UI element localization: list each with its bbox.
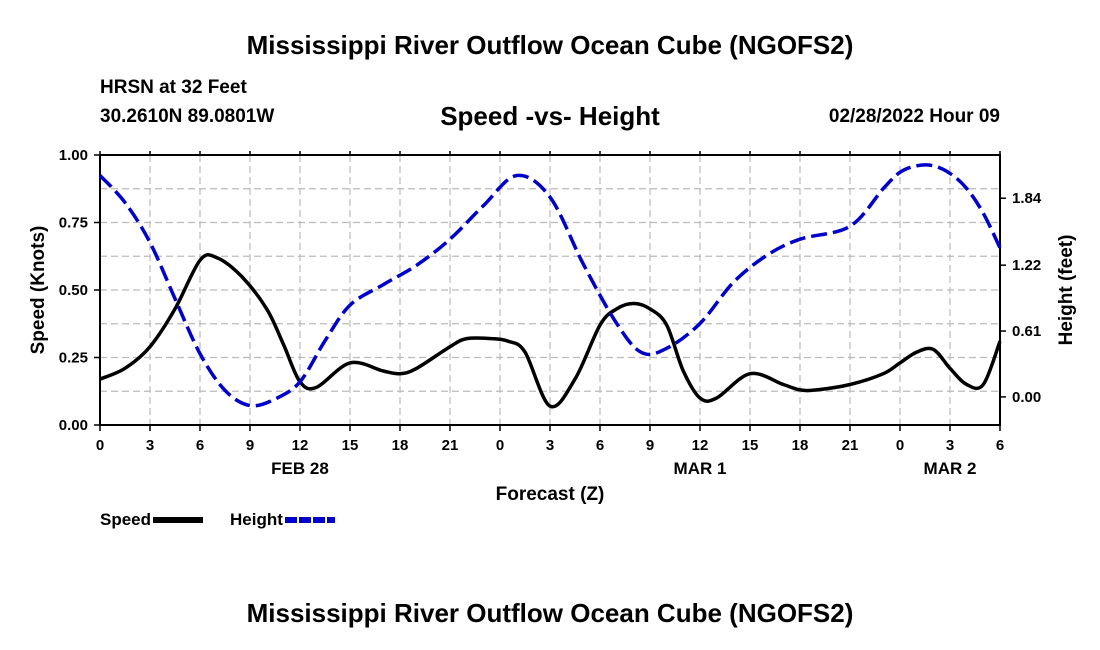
series-line-speed (99, 253, 1002, 409)
y2-tick-label: 1.22 (1012, 257, 1041, 274)
axis-labels: 0 3 6 9 12 15 18 21 0 3 6 9 12 15 18 21 0 3 6 0.00 0.25 0.50 0… (28, 147, 1077, 505)
y-tick-label: 1.00 (59, 147, 88, 164)
x-tick-label: 18 (792, 437, 809, 454)
x-tick-label: 3 (946, 437, 954, 454)
chart-subtitle: Speed -vs- Height (440, 101, 660, 131)
x-tick-label: 15 (742, 437, 759, 454)
legend-speed-swatch (153, 517, 204, 523)
y-axis-title: Speed (Knots) (28, 226, 49, 355)
main-title: Mississippi River Outflow Ocean Cube (NG… (246, 30, 854, 60)
axis-ticks (94, 151, 1006, 431)
forecast-datetime: 02/28/2022 Hour 09 (828, 106, 1000, 127)
day-label: MAR 1 (674, 459, 727, 478)
bottom-title: Mississippi River Outflow Ocean Cube (NG… (246, 598, 854, 628)
series-group (98, 163, 1002, 409)
legend-height-label: Height (230, 510, 283, 529)
y-tick-label: 0.00 (59, 417, 88, 434)
x-tick-label: 9 (646, 437, 654, 454)
y-tick-label: 0.75 (59, 215, 88, 232)
series-line-height (98, 163, 1002, 408)
legend-speed: Speed (100, 510, 204, 530)
x-tick-label: 3 (146, 437, 154, 454)
x-tick-label: 0 (496, 437, 504, 454)
x-tick-label: 6 (996, 437, 1004, 454)
y2-tick-label: 0.00 (1012, 389, 1041, 406)
day-label: MAR 2 (924, 459, 977, 478)
x-tick-label: 21 (842, 437, 859, 454)
x-tick-label: 3 (546, 437, 554, 454)
station-label: HRSN at 32 Feet (100, 77, 247, 98)
y2-tick-label: 1.84 (1012, 190, 1042, 207)
x-tick-label: 0 (96, 437, 104, 454)
y2-axis-title: Height (feet) (1056, 235, 1077, 346)
station-coordinates: 30.2610N 89.0801W (100, 106, 275, 127)
x-tick-label: 15 (342, 437, 359, 454)
x-tick-label: 6 (196, 437, 204, 454)
legend-height: Height (230, 510, 335, 530)
x-tick-label: 12 (692, 437, 709, 454)
legend-height-swatch (284, 517, 335, 523)
legend-speed-label: Speed (100, 510, 152, 529)
x-tick-label: 0 (896, 437, 904, 454)
x-axis-title: Forecast (Z) (496, 484, 605, 505)
x-tick-label: 6 (596, 437, 604, 454)
x-tick-label: 12 (292, 437, 309, 454)
x-tick-label: 18 (392, 437, 409, 454)
y-tick-label: 0.50 (59, 282, 88, 299)
x-tick-label: 9 (246, 437, 254, 454)
y2-tick-label: 0.61 (1012, 323, 1041, 340)
y-tick-label: 0.25 (59, 350, 88, 367)
x-tick-label: 21 (442, 437, 459, 454)
day-label: FEB 28 (271, 459, 329, 478)
